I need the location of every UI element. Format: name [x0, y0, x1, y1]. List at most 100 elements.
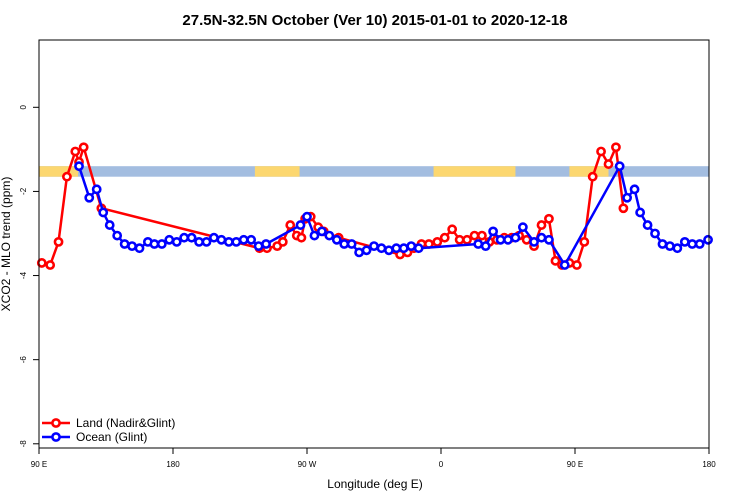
- data-point: [36, 258, 47, 268]
- data-point: [544, 234, 554, 245]
- data-point: [285, 220, 296, 230]
- data-point: [134, 243, 145, 254]
- data-point: [480, 241, 491, 252]
- data-point: [156, 239, 167, 249]
- data-point: [447, 224, 458, 235]
- land-band-0: [39, 166, 79, 177]
- data-point: [277, 236, 288, 247]
- data-point: [62, 171, 72, 182]
- x-tick-label: 180: [166, 460, 180, 469]
- data-point: [614, 161, 625, 172]
- y-tick-label: -8: [19, 440, 28, 448]
- data-point: [503, 234, 513, 245]
- y-tick-label: -4: [19, 271, 28, 279]
- data-point: [98, 207, 109, 218]
- series-1: [74, 161, 713, 270]
- land-band-3: [569, 166, 609, 177]
- data-point: [687, 239, 698, 249]
- data-point: [78, 142, 89, 153]
- data-point: [209, 232, 219, 243]
- data-point: [223, 236, 234, 247]
- data-point: [74, 161, 84, 172]
- data-point: [635, 207, 646, 218]
- legend-marker-1: [51, 432, 61, 442]
- data-point: [369, 241, 379, 252]
- data-point: [559, 260, 570, 270]
- y-axis-label: XCO2 - MLO trend (ppm): [0, 177, 13, 312]
- data-point: [462, 234, 472, 245]
- data-point: [603, 159, 614, 169]
- data-point: [629, 184, 640, 195]
- y-axis: 0 -2 -4 -6 -8: [19, 105, 39, 448]
- data-point: [517, 222, 528, 233]
- data-point: [665, 241, 675, 252]
- data-point: [45, 260, 56, 270]
- y-tick-label: -2: [19, 187, 28, 195]
- data-point: [587, 171, 598, 182]
- series-0: [36, 142, 629, 270]
- data-point: [571, 260, 582, 270]
- data-point: [302, 211, 312, 222]
- data-point: [246, 234, 257, 245]
- chart-title: 27.5N-32.5N October (Ver 10) 2015-01-01 …: [182, 12, 567, 29]
- data-point: [53, 236, 64, 247]
- data-point: [536, 232, 547, 243]
- data-point: [119, 239, 130, 249]
- data-point: [171, 236, 182, 247]
- data-point: [238, 234, 249, 245]
- data-point: [657, 239, 668, 249]
- data-point: [579, 236, 590, 247]
- data-point: [295, 220, 306, 230]
- legend-label-1: Ocean (Glint): [76, 430, 147, 444]
- data-point: [331, 234, 342, 245]
- data-point: [354, 247, 365, 258]
- data-point: [596, 146, 606, 157]
- legend: Land (Nadir&Glint)Ocean (Glint): [42, 416, 175, 444]
- data-point: [477, 230, 487, 241]
- data-point: [179, 232, 190, 243]
- data-point: [703, 234, 713, 245]
- data-point: [164, 234, 175, 245]
- data-point: [679, 236, 690, 247]
- ocean-band: [39, 166, 709, 177]
- data-point: [473, 239, 484, 249]
- data-point: [529, 236, 539, 247]
- data-point: [112, 230, 123, 241]
- data-point: [694, 239, 705, 249]
- plot-frame: [38, 39, 710, 449]
- data-point: [216, 234, 227, 245]
- land-band-1: [254, 166, 300, 177]
- data-point: [127, 241, 137, 252]
- data-point: [194, 236, 204, 247]
- x-axis-label: Longitude (deg E): [327, 477, 422, 491]
- data-point: [186, 232, 197, 243]
- legend-marker-0: [51, 418, 61, 428]
- x-axis: 90 E 180 90 W 0 90 E 180: [31, 448, 716, 469]
- data-point: [406, 241, 417, 252]
- y-tick-label: -6: [19, 356, 28, 364]
- data-point: [231, 236, 242, 247]
- x-tick-label: 90 E: [567, 460, 583, 469]
- data-point: [309, 230, 320, 241]
- data-point: [469, 230, 480, 241]
- land-sea-band: [39, 166, 709, 177]
- data-point: [339, 239, 350, 249]
- data-point: [376, 243, 387, 254]
- data-point: [672, 243, 683, 254]
- data-point: [550, 255, 561, 266]
- data-point: [91, 184, 102, 195]
- data-point: [391, 243, 402, 254]
- data-point: [316, 226, 327, 237]
- x-tick-label: 180: [702, 460, 716, 469]
- data-point: [454, 234, 465, 245]
- x-tick-label: 0: [439, 460, 444, 469]
- data-point: [439, 232, 450, 243]
- data-point: [149, 239, 160, 249]
- x-tick-label: 90 E: [31, 460, 47, 469]
- series-layer: [36, 142, 713, 270]
- data-point: [544, 213, 554, 224]
- x-tick-label: 90 W: [298, 460, 317, 469]
- data-point: [618, 203, 629, 214]
- data-point: [201, 236, 212, 247]
